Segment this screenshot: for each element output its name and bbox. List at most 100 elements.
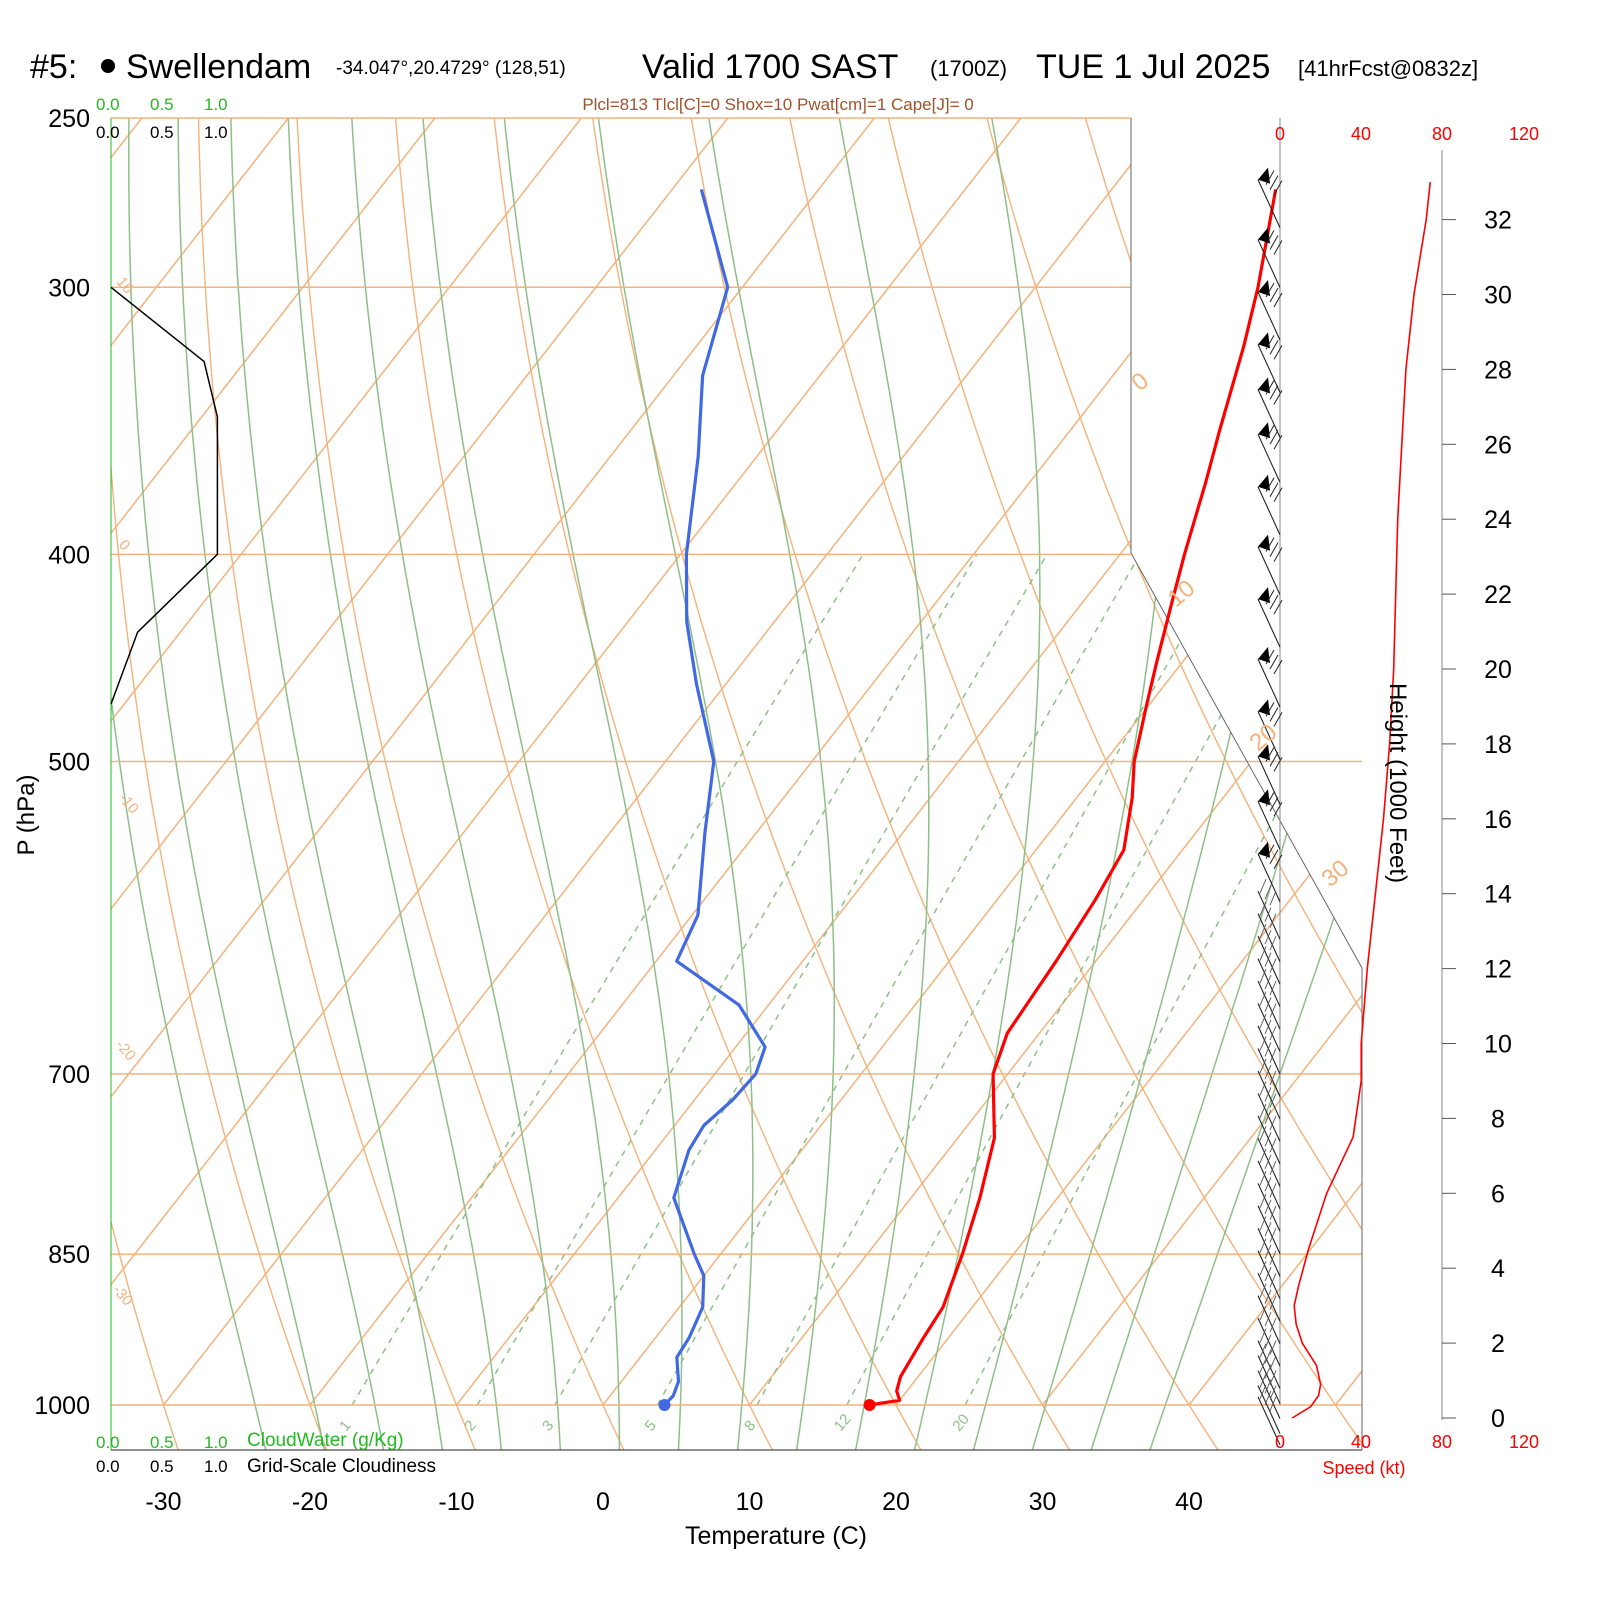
isotherm-line — [111, 118, 220, 1406]
wind-barb-staff — [1257, 1355, 1281, 1404]
pressure-tick-label: 250 — [48, 105, 90, 133]
dry-adiabat-line — [1151, 118, 1362, 1450]
height-tick-label: 6 — [1491, 1180, 1505, 1208]
mixing-ratio-label: 2 — [461, 1417, 479, 1434]
svg-text:80: 80 — [1432, 124, 1452, 144]
wind-barb-feather — [1269, 1273, 1277, 1288]
dry-adiabat-line — [1237, 118, 1362, 1450]
svg-text:0.5: 0.5 — [150, 1457, 174, 1476]
wind-barb-feather — [1259, 1216, 1267, 1231]
wind-barb-staff — [1257, 756, 1281, 805]
wind-barb-feather — [1264, 929, 1272, 945]
wind-barb-staff — [1257, 1272, 1281, 1322]
valid-time: Valid 1700 SAST — [642, 48, 898, 86]
mixing-ratio-line — [964, 553, 1362, 1406]
dry-adiabat-line — [1322, 118, 1362, 1450]
wind-barb-feather — [1265, 477, 1275, 492]
cloudiness-label: Grid-Scale Cloudiness — [247, 1456, 436, 1477]
wind-barb-feather — [1265, 649, 1275, 665]
wind-barb-feather — [1269, 913, 1277, 928]
moist-adiabat-line — [287, 118, 503, 1450]
wind-barb-feather — [1269, 1093, 1277, 1108]
wind-barb-feather — [1259, 1193, 1267, 1208]
wind-barb-feather — [1265, 282, 1275, 298]
wind-barb-staff — [1257, 434, 1281, 483]
wind-barb-staff — [1257, 179, 1281, 228]
svg-text:1.0: 1.0 — [204, 1433, 228, 1452]
mixing-ratio-label: 12 — [831, 1411, 855, 1435]
wind-barb-feather — [1265, 537, 1275, 552]
wind-barb-feather — [1273, 659, 1283, 675]
wind-barb-feather — [1273, 240, 1283, 255]
isotherm-line — [111, 118, 1245, 1406]
wind-barb-feather — [1265, 589, 1275, 605]
svg-text:0.5: 0.5 — [150, 1433, 174, 1452]
wind-barb-staff — [1257, 980, 1281, 1030]
wind-barb-pennant — [1258, 279, 1270, 296]
wind-barb-feather — [1269, 980, 1277, 996]
wind-speed-line — [1291, 182, 1431, 1419]
cloud-scale-top: 0.0 0.5 1.0 0.0 0.5 1.0 — [96, 95, 228, 142]
dry-adiabat-line — [1066, 118, 1362, 1450]
wind-barb-pennant — [1258, 227, 1270, 244]
wind-barb-feather — [1265, 792, 1275, 807]
dry-adiabat-line — [111, 118, 182, 1450]
moist-adiabat-line — [177, 118, 386, 1450]
wind-barb-feather — [1269, 1396, 1277, 1411]
height-axis-title: Height (1000 Feet) — [1384, 683, 1411, 883]
svg-text:1.0: 1.0 — [204, 95, 228, 114]
wind-barb-staff — [1257, 1115, 1281, 1165]
moist-adiabat-line — [1146, 118, 1362, 1450]
x-tick-label: 20 — [882, 1488, 910, 1516]
wind-barb-feather — [1273, 854, 1283, 869]
mixing-ratio-line — [846, 553, 1311, 1406]
wind-barb-feather — [1265, 747, 1275, 762]
wind-barb-feather — [1264, 1311, 1272, 1327]
wind-barb-feather — [1269, 1160, 1277, 1176]
moist-adiabat-line — [503, 118, 683, 1450]
wind-barb-feather — [1269, 1003, 1277, 1018]
x-tick-label: -30 — [145, 1488, 181, 1516]
wind-barb-feather — [1265, 425, 1275, 440]
wind-barb-feather — [1264, 1379, 1272, 1394]
wind-barb-feather — [1259, 991, 1267, 1006]
wind-barb-feather — [1264, 1064, 1272, 1080]
wind-barb-pennant — [1258, 377, 1270, 394]
height-tick-label: 12 — [1484, 956, 1512, 984]
isotherm-line — [162, 118, 1362, 1406]
wind-barb-pennant — [1258, 699, 1270, 716]
isotherm-grid — [111, 118, 1362, 1406]
wind-barb-feather — [1265, 335, 1275, 350]
moist-adiabat-line — [128, 118, 328, 1450]
wind-barb-feather — [1273, 712, 1283, 727]
wind-barb-feather — [1264, 1349, 1272, 1364]
svg-text:1.0: 1.0 — [204, 123, 228, 142]
wind-barb-feather — [1265, 844, 1275, 859]
mixing-ratio-line — [756, 553, 1231, 1406]
moist-adiabat-line — [1028, 118, 1329, 1450]
wind-barb-feather — [1269, 1025, 1277, 1041]
svg-text:0.5: 0.5 — [150, 123, 174, 142]
wind-barb-feather — [1264, 1132, 1272, 1147]
height-tick-label: 0 — [1491, 1405, 1505, 1433]
x-tick-label: 30 — [1029, 1488, 1057, 1516]
wind-barb-feather — [1264, 1042, 1272, 1057]
wind-barb-feather — [1264, 1109, 1272, 1125]
wind-barb-feather — [1269, 482, 1279, 497]
wind-barb-feather — [1264, 1289, 1272, 1304]
height-tick-label: 32 — [1484, 207, 1512, 235]
cloudwater-label: CloudWater (g/Kg) — [247, 1430, 404, 1451]
temperature-surface-dot — [863, 1399, 876, 1411]
wind-barb-feather — [1273, 757, 1283, 772]
isotherm-line — [455, 118, 1362, 1406]
wind-barb-staff — [1257, 1025, 1281, 1075]
temperature-axis-ticks: -30 -20 -10 0 10 20 30 40 — [145, 1488, 1202, 1516]
wind-barb-feather — [1259, 968, 1267, 984]
wind-barb-feather — [1259, 1343, 1267, 1358]
wind-barb-staff — [1257, 389, 1281, 438]
wind-barb-pennant — [1258, 789, 1270, 806]
isotherm-label: -20 — [112, 1037, 139, 1065]
moist-adiabat-line — [911, 118, 1041, 1450]
wind-barb-feather — [1273, 547, 1283, 562]
cloud-scale-bottom: 0.0 0.5 1.0 CloudWater (g/Kg) 0.0 0.5 1.… — [96, 1430, 436, 1477]
